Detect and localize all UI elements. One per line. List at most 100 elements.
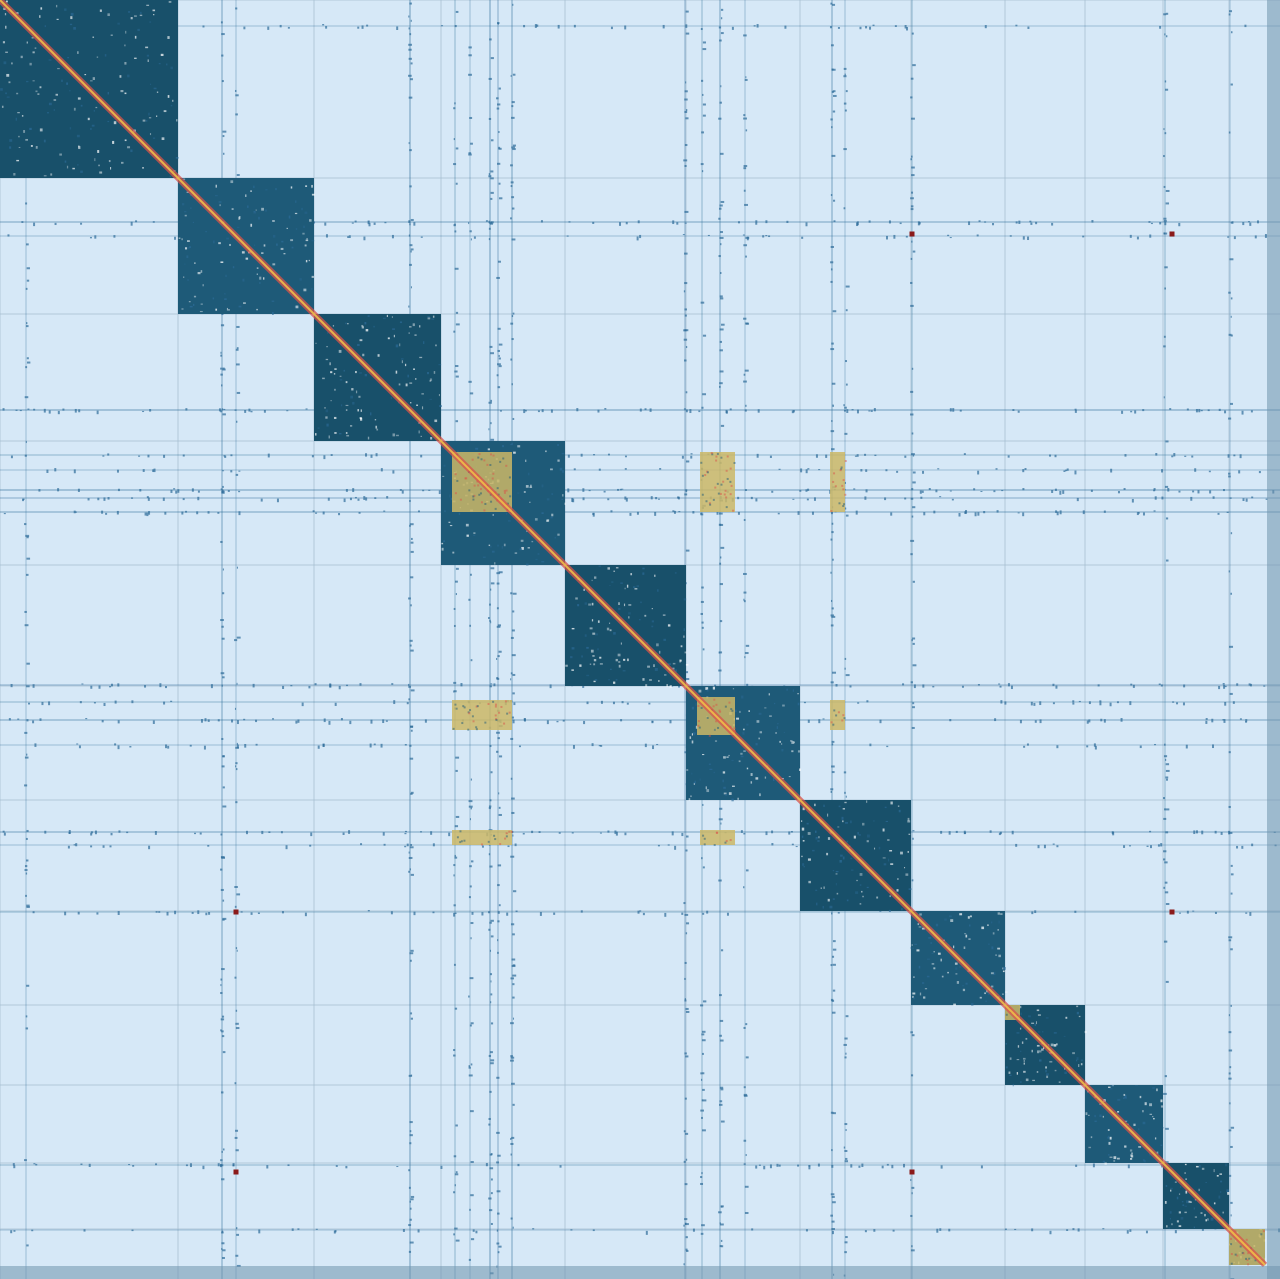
block-texture — [212, 297, 215, 300]
stripe-speck — [588, 489, 591, 492]
stripe-speck — [311, 455, 314, 458]
stripe-speck — [1148, 221, 1151, 223]
block-texture — [933, 951, 935, 953]
stripe-speck — [1022, 236, 1025, 240]
stripe-speck — [1218, 685, 1221, 690]
stripe-speck — [1228, 333, 1232, 336]
block-texture — [265, 189, 268, 191]
block-texture — [256, 273, 258, 276]
stripe-speck — [511, 1136, 515, 1139]
block-texture — [449, 525, 453, 527]
block-texture — [1116, 1157, 1120, 1160]
stripe-speck — [803, 701, 806, 704]
block-texture — [557, 533, 560, 536]
stripe-speck — [393, 700, 396, 705]
block-texture — [965, 934, 968, 938]
stripe-speck — [859, 26, 862, 30]
hot-texture — [496, 487, 499, 490]
block-texture — [1080, 1063, 1083, 1066]
stripe-speck — [672, 510, 675, 512]
stripe-speck — [268, 831, 271, 833]
block-texture — [586, 674, 590, 677]
block-texture — [772, 778, 775, 782]
stripe-speck — [1228, 417, 1232, 420]
stripe-speck — [831, 765, 835, 768]
stripe-speck — [96, 410, 99, 415]
stripe-speck — [497, 349, 500, 352]
stripe-speck — [1178, 490, 1181, 493]
stripe-speck — [807, 719, 810, 723]
stripe-speck — [672, 220, 675, 225]
block-texture — [783, 731, 786, 733]
block-texture — [186, 255, 189, 259]
stripe-speck — [830, 268, 833, 271]
stripe-speck — [1184, 455, 1187, 457]
block-texture — [908, 833, 911, 835]
block-texture — [339, 375, 342, 377]
stripe-speck — [685, 32, 690, 35]
stripe-speck — [864, 453, 867, 456]
block-texture — [43, 139, 46, 143]
stripe-speck — [999, 831, 1002, 835]
stripe-speck — [365, 453, 368, 457]
stripe-speck — [54, 222, 57, 226]
stripe-speck — [1024, 468, 1027, 470]
block-texture — [13, 173, 16, 176]
block-texture — [1184, 1163, 1187, 1166]
stripe-speck — [599, 832, 602, 834]
stripe-speck — [750, 496, 753, 500]
stripe-speck — [1129, 234, 1132, 238]
block-texture — [5, 0, 8, 3]
stripe-speck — [373, 743, 376, 746]
stripe-speck — [455, 365, 459, 368]
stripe-speck — [221, 755, 225, 758]
stripe-speck — [410, 550, 414, 553]
stripe-speck — [470, 1238, 475, 1241]
stripe-speck — [10, 683, 13, 688]
block-texture — [1099, 1114, 1102, 1117]
stripe-speck — [510, 358, 513, 361]
stripe-speck — [582, 497, 585, 501]
block-texture — [1088, 1114, 1090, 1116]
hot-texture — [459, 498, 462, 501]
block-texture — [916, 949, 920, 952]
stripe-speck — [453, 1049, 456, 1052]
stripe-speck — [453, 138, 455, 141]
hot-texture — [729, 467, 732, 470]
stripe-speck — [490, 771, 493, 774]
stripe-speck — [1065, 469, 1068, 472]
stripe-speck — [685, 1248, 688, 1251]
block-texture — [842, 856, 845, 860]
stripe-speck — [413, 911, 416, 916]
block-texture — [620, 642, 622, 645]
stripe-speck — [234, 639, 238, 642]
stripe-speck — [76, 743, 79, 745]
hot-texture — [1242, 1252, 1245, 1255]
stripe-speck — [698, 410, 701, 413]
stripe-speck — [220, 540, 223, 543]
stripe-speck — [1163, 1092, 1167, 1095]
stripe-speck — [1014, 1228, 1017, 1231]
stripe-speck — [1207, 409, 1210, 412]
stripe-speck — [497, 386, 501, 389]
stripe-speck — [910, 1214, 913, 1217]
stripe-speck — [719, 385, 721, 388]
block-texture — [968, 938, 971, 940]
stripe-speck — [1001, 489, 1004, 492]
block-texture — [80, 170, 83, 173]
block-texture — [581, 655, 583, 658]
block-texture — [882, 857, 886, 859]
block-texture — [758, 712, 762, 715]
stripe-speck — [1192, 490, 1195, 493]
block-texture — [997, 912, 1000, 915]
block-texture — [551, 513, 554, 517]
stripe-speck — [778, 468, 781, 470]
stripe-speck — [1039, 701, 1042, 706]
hot-texture — [472, 495, 475, 498]
block-texture — [1046, 1075, 1049, 1079]
stripe-speck — [221, 968, 225, 971]
hot-texture — [504, 837, 507, 840]
stripe-speck — [832, 1201, 836, 1204]
block-texture — [329, 362, 331, 366]
stripe-vertical — [497, 0, 499, 1279]
